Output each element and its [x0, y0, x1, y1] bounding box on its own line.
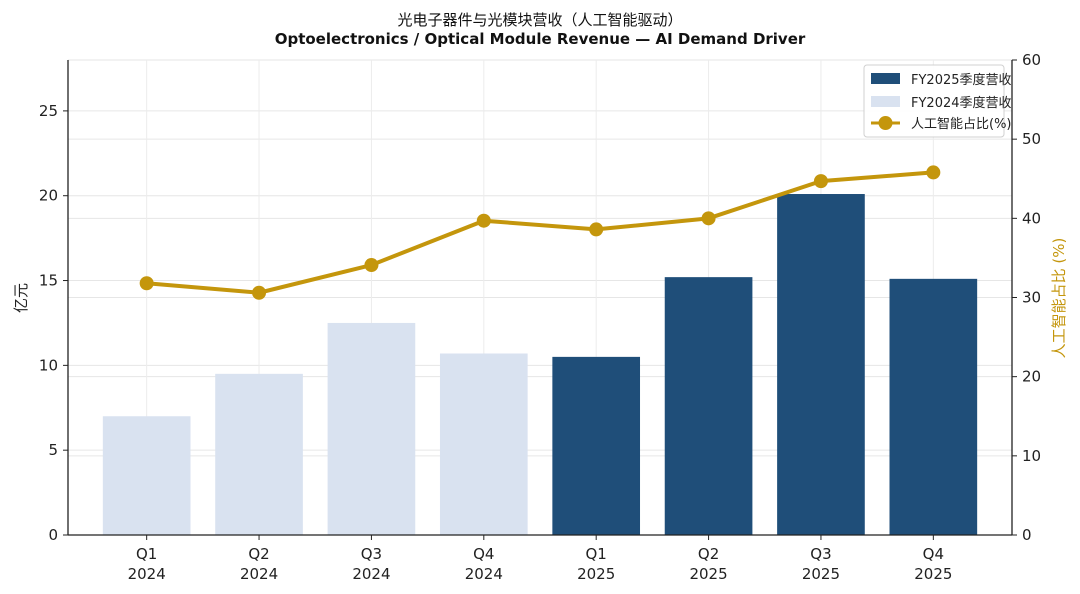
- legend-swatch-fy2025: [871, 73, 900, 84]
- x-tick-quarter: Q2: [698, 545, 719, 563]
- bar: [664, 277, 753, 535]
- axes: 05101520250102030405060Q12024Q22024Q3202…: [39, 51, 1041, 583]
- y2-tick-label: 30: [1022, 289, 1041, 307]
- ai-share-polyline: [144, 170, 936, 295]
- ai-share-point: [701, 211, 716, 226]
- x-tick-quarter: Q3: [810, 545, 831, 563]
- y2-tick-label: 40: [1022, 209, 1041, 227]
- y-tick-label: 10: [39, 356, 58, 374]
- bar: [889, 278, 978, 535]
- bar: [439, 353, 528, 535]
- chart-subtitle: Optoelectronics / Optical Module Revenue…: [275, 30, 806, 48]
- y2-tick-label: 50: [1022, 130, 1041, 148]
- y-tick-label: 0: [48, 526, 58, 544]
- bar: [102, 416, 191, 535]
- ai-share-line: [139, 165, 941, 300]
- x-tick-quarter: Q4: [473, 545, 494, 563]
- bar: [552, 356, 641, 535]
- bar: [327, 322, 416, 535]
- ai-share-point: [476, 213, 491, 228]
- x-tick-year: 2024: [352, 565, 390, 583]
- y2-tick-label: 0: [1022, 526, 1032, 544]
- y2-tick-label: 20: [1022, 368, 1041, 386]
- x-tick-year: 2024: [240, 565, 278, 583]
- ai-share-point: [926, 165, 941, 180]
- x-tick-year: 2024: [465, 565, 503, 583]
- ai-share-point: [364, 258, 379, 273]
- y2-tick-label: 10: [1022, 447, 1041, 465]
- x-tick-year: 2024: [128, 565, 166, 583]
- legend: FY2025季度营收 FY2024季度营收 人工智能占比(%): [863, 64, 1012, 138]
- x-tick-quarter: Q1: [586, 545, 607, 563]
- chart-title: 光电子器件与光模块营收（人工智能驱动）: [397, 11, 682, 29]
- ai-share-point: [589, 222, 604, 237]
- x-tick-year: 2025: [914, 565, 952, 583]
- x-tick-year: 2025: [577, 565, 615, 583]
- legend-label-fy2025: FY2025季度营收: [911, 72, 1012, 88]
- y2-tick-label: 60: [1022, 51, 1041, 69]
- ai-share-point: [252, 285, 267, 300]
- y-tick-label: 20: [39, 187, 58, 205]
- x-tick-year: 2025: [689, 565, 727, 583]
- x-tick-quarter: Q1: [136, 545, 157, 563]
- ai-share-point: [813, 174, 828, 189]
- y-axis-label: 亿元: [12, 283, 30, 313]
- y-tick-label: 5: [48, 441, 58, 459]
- legend-label-ai-share: 人工智能占比(%): [911, 117, 1012, 132]
- bars: [102, 194, 978, 535]
- legend-label-fy2024: FY2024季度营收: [911, 95, 1012, 111]
- ai-share-point: [139, 276, 154, 291]
- y-tick-label: 15: [39, 272, 58, 290]
- legend-swatch-fy2024: [871, 96, 900, 107]
- legend-line-marker: [878, 116, 893, 130]
- x-tick-year: 2025: [802, 565, 840, 583]
- x-tick-quarter: Q2: [248, 545, 269, 563]
- bar: [777, 194, 865, 535]
- y-tick-label: 25: [39, 102, 58, 120]
- y2-axis-label: 人工智能占比 (%): [1050, 238, 1068, 359]
- x-tick-quarter: Q4: [923, 545, 944, 563]
- x-tick-quarter: Q3: [361, 545, 382, 563]
- bar: [215, 373, 303, 535]
